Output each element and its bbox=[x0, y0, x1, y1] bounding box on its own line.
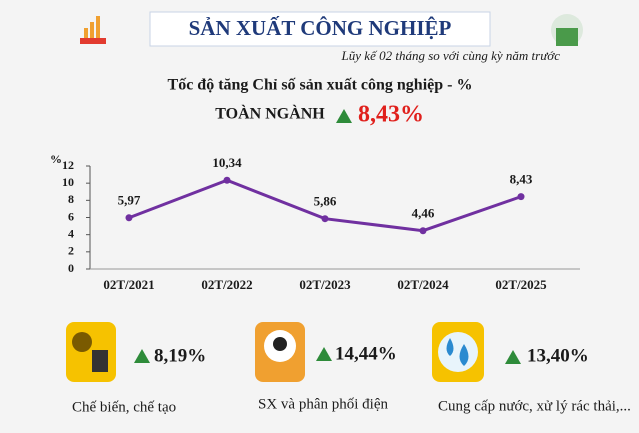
marker bbox=[321, 215, 329, 223]
y-tick-label: 6 bbox=[68, 209, 74, 223]
marker bbox=[223, 176, 231, 184]
value-label: 5,97 bbox=[118, 193, 141, 208]
marker bbox=[419, 227, 427, 235]
marker bbox=[125, 214, 133, 222]
sector-label: Cung cấp nước, xử lý rác thải,... bbox=[438, 398, 631, 414]
page-title: SẢN XUẤT CÔNG NGHIỆP bbox=[189, 16, 452, 40]
sector-value: 13,40% bbox=[527, 345, 589, 366]
chart-title: Tốc độ tăng Chỉ số sản xuất công nghiệp … bbox=[168, 77, 473, 94]
value-label: 4,46 bbox=[412, 206, 435, 221]
up-arrow bbox=[336, 109, 352, 123]
x-tick-label: 02T/2024 bbox=[397, 277, 449, 292]
x-tick-label: 02T/2021 bbox=[103, 277, 154, 292]
value-label: 10,34 bbox=[212, 155, 242, 170]
logo-left bbox=[80, 16, 106, 44]
y-tick-label: 2 bbox=[68, 244, 74, 258]
sector-2: 14,44% SX và phân phối điện bbox=[255, 322, 397, 412]
total-value: 8,43% bbox=[358, 102, 424, 128]
y-tick-label: 8 bbox=[68, 192, 74, 206]
y-tick-label: 12 bbox=[62, 158, 74, 172]
y-tick-label: 10 bbox=[62, 175, 74, 189]
value-label: 8,43 bbox=[510, 172, 533, 187]
y-tick-label: 0 bbox=[68, 261, 74, 275]
sector-value: 8,19% bbox=[154, 345, 206, 366]
y-axis-label: % bbox=[50, 152, 62, 166]
x-tick-label: 02T/2025 bbox=[495, 277, 547, 292]
title-box bbox=[149, 11, 491, 47]
x-tick-label: 02T/2022 bbox=[201, 277, 252, 292]
y-tick-label: 4 bbox=[68, 226, 74, 240]
marker bbox=[517, 193, 525, 201]
x-tick-label: 02T/2023 bbox=[299, 277, 351, 292]
sector-value: 14,44% bbox=[335, 343, 397, 364]
sector-label: SX và phân phối điện bbox=[258, 396, 388, 412]
sector-label: Chế biến, chế tạo bbox=[72, 399, 176, 415]
total-label: TOÀN NGÀNH bbox=[215, 104, 325, 123]
logo-right bbox=[551, 14, 583, 46]
value-label: 5,86 bbox=[314, 194, 337, 209]
sector-1: 8,19% Chế biến, chế tạo bbox=[66, 322, 206, 415]
subtitle: Lũy kế 02 tháng so với cùng kỳ năm trước bbox=[341, 48, 561, 63]
sector-3: 13,40% Cung cấp nước, xử lý rác thải,... bbox=[432, 322, 631, 414]
